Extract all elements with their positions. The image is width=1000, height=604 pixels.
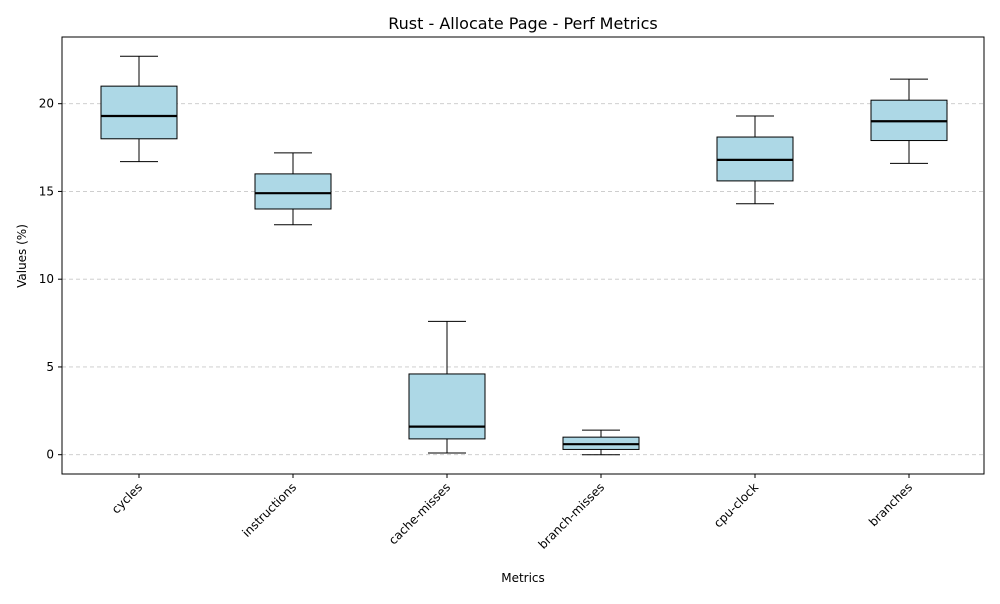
x-tick-label: instructions	[240, 480, 300, 540]
y-axis-label: Values (%)	[15, 224, 29, 288]
y-tick-label: 15	[39, 184, 54, 198]
box-instructions	[254, 152, 332, 226]
iqr-box	[408, 373, 486, 440]
x-tick-label: branch-misses	[536, 480, 608, 552]
box-cpu-clock	[716, 115, 794, 205]
chart-title: Rust - Allocate Page - Perf Metrics	[388, 14, 658, 33]
x-tick-label: cpu-clock	[711, 480, 761, 530]
x-axis: cycles instructions cache-misses branch-mis…	[109, 474, 915, 552]
box-cycles	[100, 55, 178, 163]
y-tick-label: 20	[39, 97, 54, 111]
grid-lines	[62, 103, 984, 456]
box-cache-misses	[408, 320, 486, 454]
y-tick-label: 5	[46, 360, 54, 374]
y-tick-label: 10	[39, 272, 54, 286]
x-tick-label: cache-misses	[386, 480, 453, 547]
box-branches	[870, 78, 948, 164]
iqr-box	[100, 85, 178, 140]
x-axis-label: Metrics	[501, 571, 545, 585]
y-tick-label: 0	[46, 448, 54, 462]
boxes	[100, 55, 948, 456]
plot-frame	[61, 36, 985, 475]
x-tick-label: cycles	[109, 480, 145, 516]
y-axis: 0 5 10 15 20	[39, 97, 62, 462]
box-branch-misses	[562, 429, 640, 456]
iqr-box	[254, 173, 332, 210]
x-tick-label: branches	[866, 480, 915, 529]
